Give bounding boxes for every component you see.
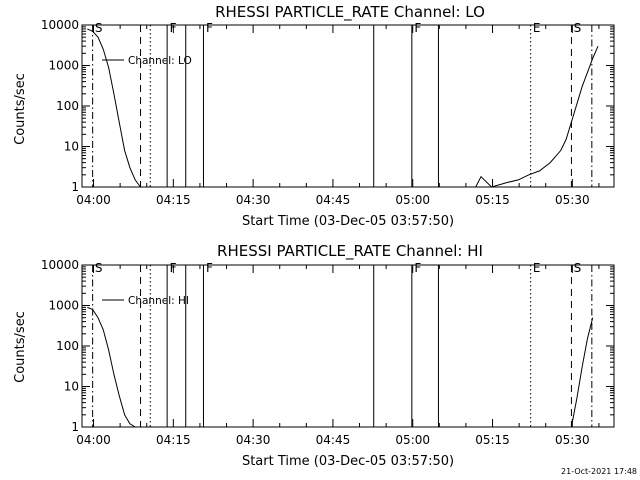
- plot-frame: [81, 24, 615, 188]
- event-marker-label: F: [414, 21, 421, 35]
- plot-frame: [81, 264, 615, 428]
- x-tick-label: 04:00: [76, 193, 111, 207]
- panel-lo: RHESSI PARTICLE_RATE Channel: LO Start T…: [13, 3, 615, 229]
- event-marker-label: E: [533, 21, 541, 35]
- y-axis-label-lo: Counts/sec: [13, 73, 28, 145]
- plot-area-lo: 04:00 04:15 04:30 04:45 05:00 05:15 05:30 1 10 10…: [41, 18, 615, 207]
- series-line: [475, 46, 599, 188]
- x-tick-label: 05:15: [475, 193, 510, 207]
- y-tick-label: 1: [71, 420, 79, 434]
- y-axis-label-hi: Counts/sec: [13, 311, 28, 383]
- event-marker-label: S: [95, 21, 103, 35]
- event-marker-label: F: [170, 21, 177, 35]
- series-line: [87, 28, 141, 188]
- x-axis-label-hi: Start Time (03-Dec-05 03:57:50): [242, 454, 454, 469]
- x-tick-label: 04:45: [316, 433, 351, 447]
- x-tick-label: 04:30: [236, 193, 271, 207]
- x-tick-label: 04:00: [76, 433, 111, 447]
- footer-timestamp: 21-Oct-2021 17:48: [561, 467, 637, 476]
- y-tick-label: 10000: [41, 18, 79, 32]
- y-tick-label: 1000: [48, 299, 79, 313]
- x-axis-label-lo: Start Time (03-Dec-05 03:57:50): [242, 214, 454, 229]
- x-tick-label: 05:15: [475, 433, 510, 447]
- y-tick-label: 1000: [48, 59, 79, 73]
- y-tick-label: 1: [71, 180, 79, 194]
- x-tick-label: 04:15: [156, 193, 191, 207]
- x-tick-label: 05:00: [395, 433, 430, 447]
- y-tick-label: 100: [56, 99, 79, 113]
- event-marker-label: E: [533, 261, 541, 275]
- x-tick-label: 04:30: [236, 433, 271, 447]
- y-tick-label: 10000: [41, 258, 79, 272]
- event-marker-label: S: [574, 261, 582, 275]
- y-tick-label: 10: [64, 380, 79, 394]
- x-tick-label: 04:15: [156, 433, 191, 447]
- event-marker-label: F: [414, 261, 421, 275]
- x-tick-label: 05:30: [555, 193, 590, 207]
- legend-label: Channel: LO: [128, 55, 192, 67]
- panel-hi: RHESSI PARTICLE_RATE Channel: HI Start T…: [13, 242, 615, 469]
- x-tick-label: 05:30: [555, 433, 590, 447]
- x-tick-label: 05:00: [395, 193, 430, 207]
- legend-label: Channel: HI: [128, 295, 189, 307]
- chart-title-hi: RHESSI PARTICLE_RATE Channel: HI: [217, 242, 483, 261]
- series-line: [570, 317, 594, 428]
- event-marker-label: F: [206, 21, 213, 35]
- event-marker-label: F: [206, 261, 213, 275]
- y-tick-label: 10: [64, 140, 79, 154]
- y-tick-label: 100: [56, 339, 79, 353]
- series-line: [87, 306, 136, 428]
- event-marker-label: S: [574, 21, 582, 35]
- plot-area-hi: 04:00 04:15 04:30 04:45 05:00 05:15 05:30 1 10 10…: [41, 258, 615, 447]
- chart-title-lo: RHESSI PARTICLE_RATE Channel: LO: [215, 3, 485, 22]
- event-marker-label: F: [170, 261, 177, 275]
- event-marker-label: S: [95, 261, 103, 275]
- x-tick-label: 04:45: [316, 193, 351, 207]
